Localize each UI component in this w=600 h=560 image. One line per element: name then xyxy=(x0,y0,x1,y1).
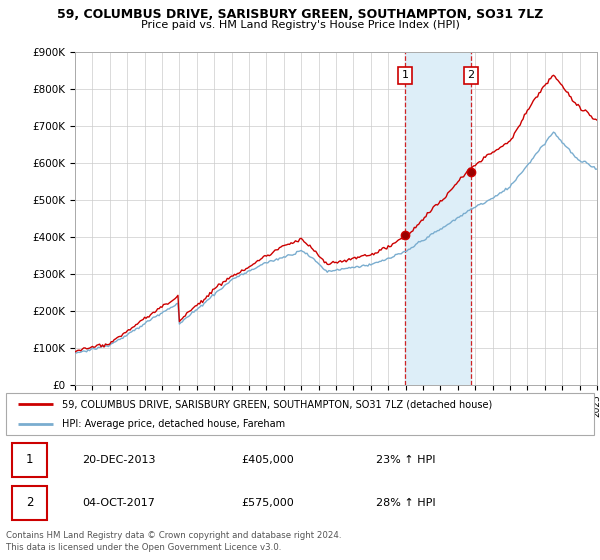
Text: This data is licensed under the Open Government Licence v3.0.: This data is licensed under the Open Gov… xyxy=(6,543,281,552)
Text: 28% ↑ HPI: 28% ↑ HPI xyxy=(376,498,436,508)
Text: 2: 2 xyxy=(467,71,475,80)
Bar xyxy=(12,486,47,520)
Text: £575,000: £575,000 xyxy=(241,498,294,508)
Text: HPI: Average price, detached house, Fareham: HPI: Average price, detached house, Fare… xyxy=(62,419,285,428)
Text: 59, COLUMBUS DRIVE, SARISBURY GREEN, SOUTHAMPTON, SO31 7LZ (detached house): 59, COLUMBUS DRIVE, SARISBURY GREEN, SOU… xyxy=(62,399,492,409)
Text: £405,000: £405,000 xyxy=(241,455,294,465)
Text: 23% ↑ HPI: 23% ↑ HPI xyxy=(376,455,436,465)
Text: Contains HM Land Registry data © Crown copyright and database right 2024.: Contains HM Land Registry data © Crown c… xyxy=(6,531,341,540)
Bar xyxy=(405,52,471,385)
Text: 1: 1 xyxy=(26,454,33,466)
Text: Price paid vs. HM Land Registry's House Price Index (HPI): Price paid vs. HM Land Registry's House … xyxy=(140,20,460,30)
Text: 59, COLUMBUS DRIVE, SARISBURY GREEN, SOUTHAMPTON, SO31 7LZ: 59, COLUMBUS DRIVE, SARISBURY GREEN, SOU… xyxy=(57,8,543,21)
Text: 04-OCT-2017: 04-OCT-2017 xyxy=(82,498,155,508)
Text: 20-DEC-2013: 20-DEC-2013 xyxy=(82,455,156,465)
Bar xyxy=(12,443,47,477)
Text: 1: 1 xyxy=(401,71,409,80)
Text: 2: 2 xyxy=(26,497,33,510)
